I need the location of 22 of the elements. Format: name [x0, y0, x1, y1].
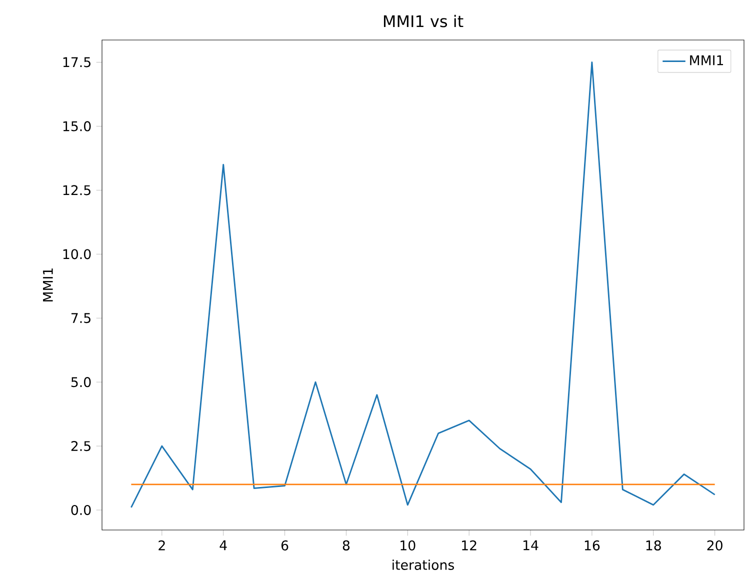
x-tick-label: 6	[281, 540, 288, 550]
y-tick-label: 7.5	[71, 313, 90, 324]
y-tick-label: 17.5	[63, 57, 90, 68]
x-tick-label: 8	[342, 540, 350, 550]
x-tick-label: 20	[707, 540, 722, 550]
x-tick-label: 4	[220, 540, 227, 550]
y-tick-label: 2.5	[71, 441, 90, 452]
x-tick-label: 14	[523, 540, 538, 550]
y-tick-label: 5.0	[71, 377, 91, 388]
x-tick-label: 12	[462, 540, 476, 550]
legend-label: MMI1	[690, 55, 723, 66]
chart-title: MMI1 vs it	[384, 14, 464, 28]
y-tick-label: 12.5	[63, 185, 90, 196]
x-axis-title: iterations	[392, 560, 454, 570]
y-tick-label: 0.0	[71, 504, 91, 516]
x-tick-label: 2	[158, 540, 165, 550]
x-tick-label: 10	[400, 540, 416, 550]
x-tick-label: 16	[584, 540, 600, 550]
y-tick-label: 10.0	[63, 249, 91, 260]
y-axis-title: MMI1	[43, 268, 53, 302]
x-tick-label: 18	[646, 540, 661, 550]
y-tick-label: 15.0	[63, 121, 91, 132]
